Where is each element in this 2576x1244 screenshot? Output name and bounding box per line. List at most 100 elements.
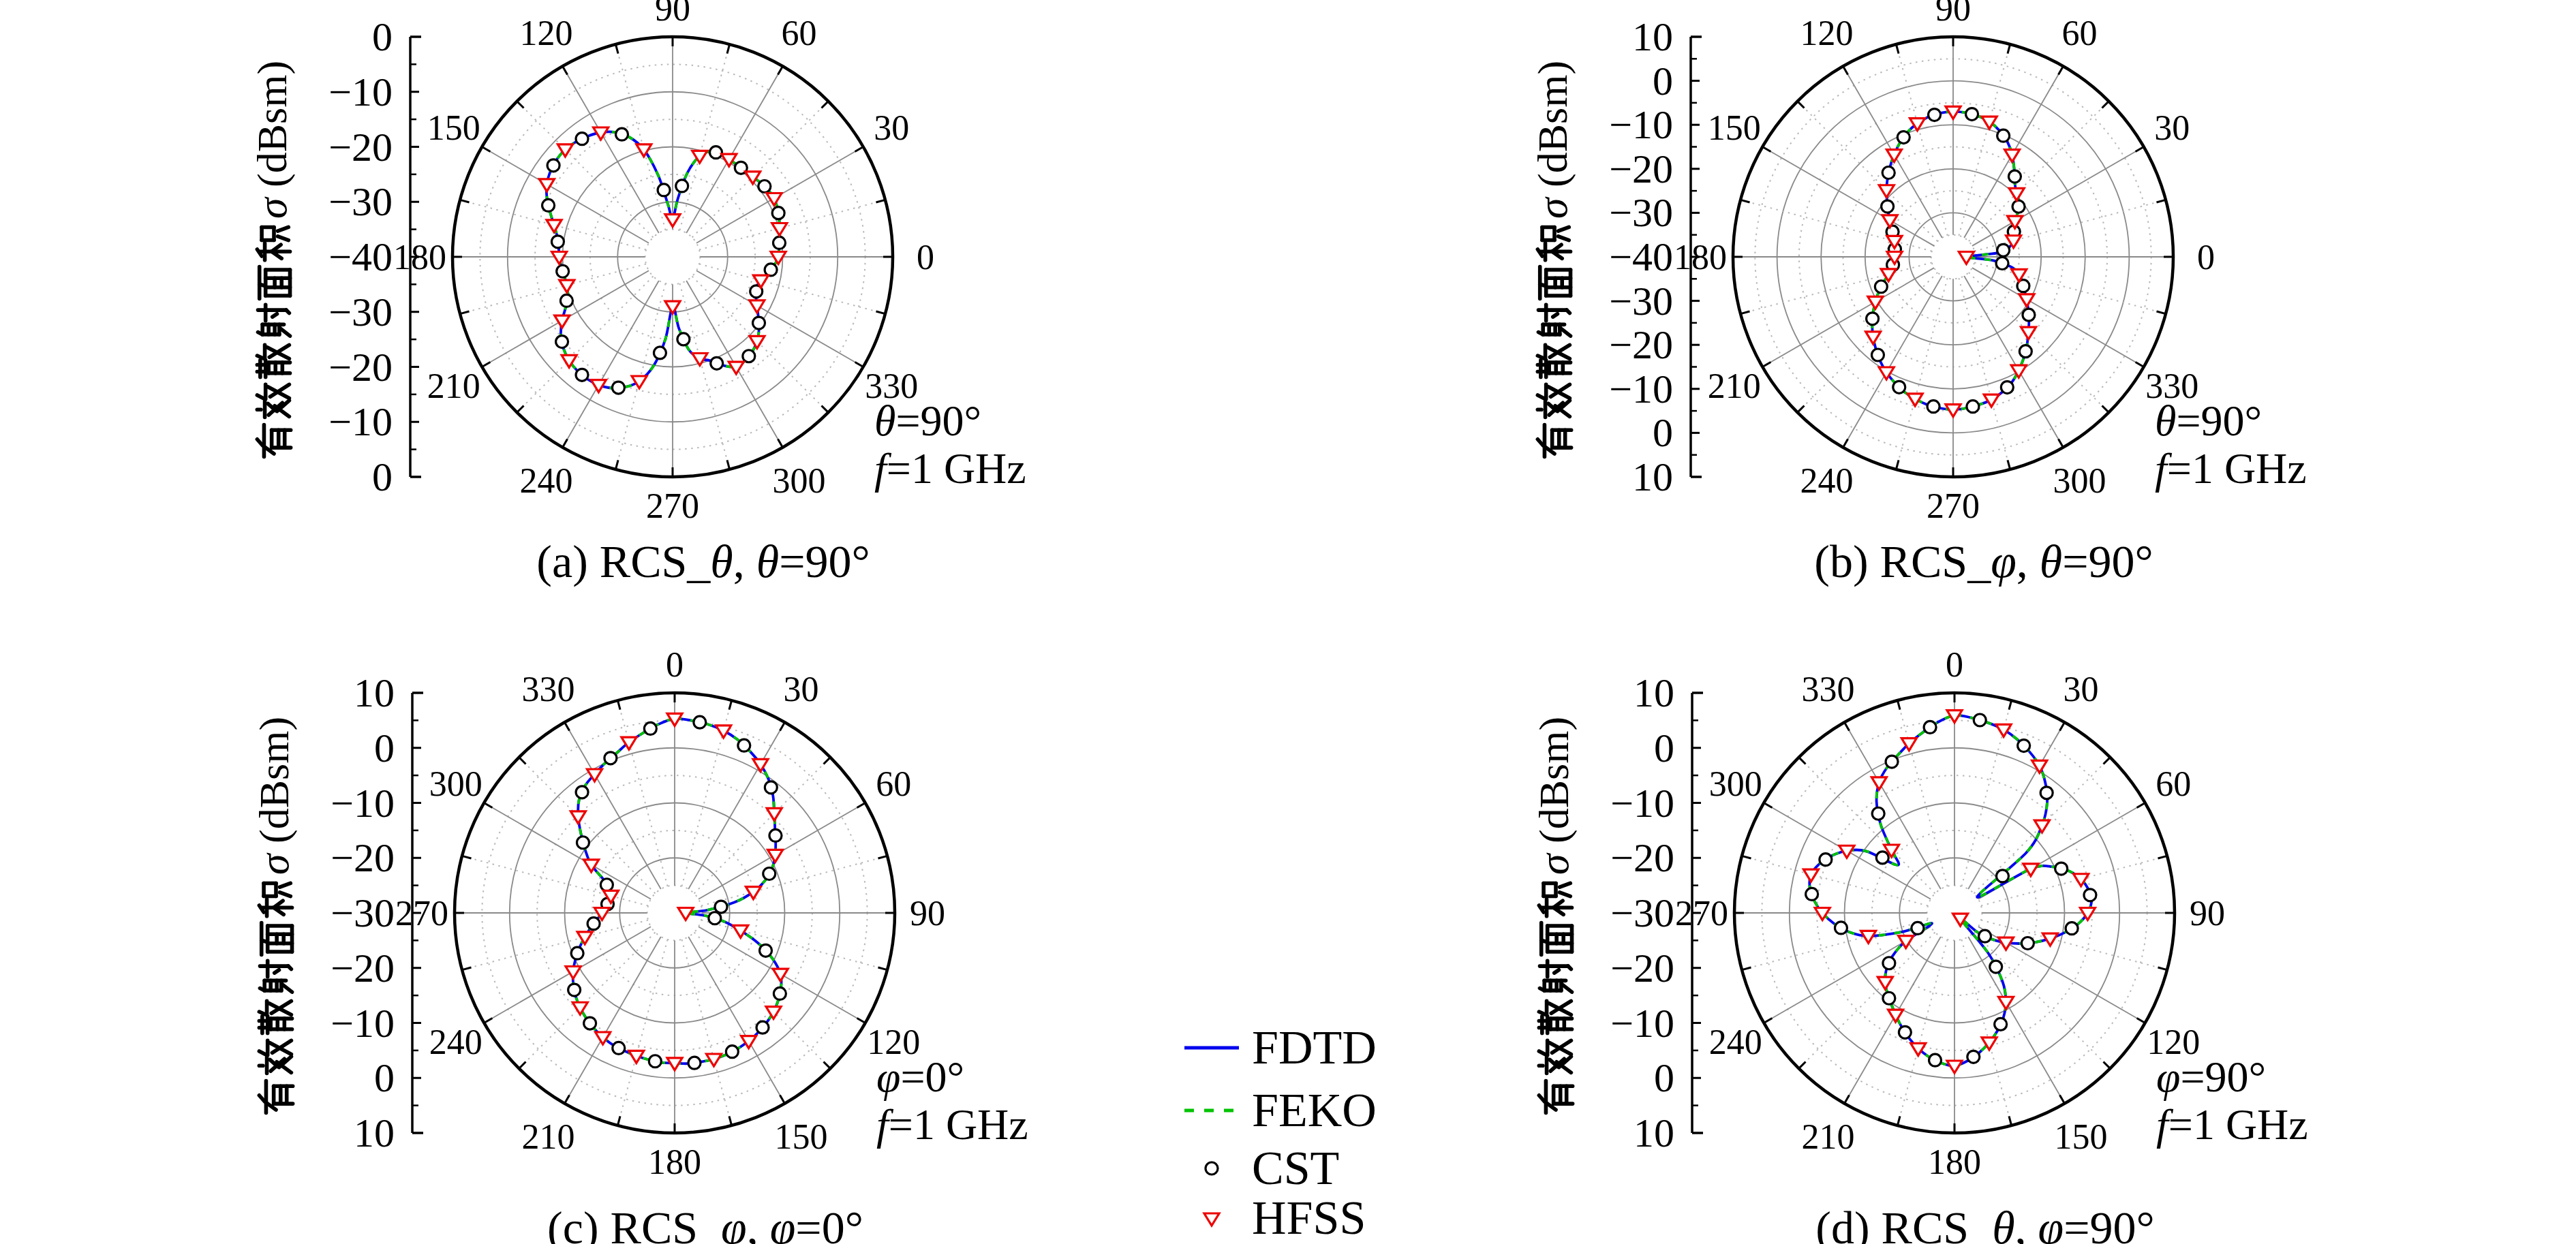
angle-tick-label: 180 xyxy=(1674,238,1727,277)
angle-tick xyxy=(1843,66,1848,74)
minor-spoke xyxy=(519,933,656,1069)
cst-marker xyxy=(753,317,765,329)
radial-labels: 0−10−20−30−40−30−20−100 xyxy=(328,14,393,499)
cst-marker xyxy=(1996,870,2008,882)
cst-marker xyxy=(2055,862,2068,875)
radial-tick-label: −40 xyxy=(328,234,393,279)
hfss-markers xyxy=(1803,711,2095,1073)
radial-tick-label: −20 xyxy=(331,946,395,991)
cst-marker xyxy=(1924,721,1936,733)
angle-tick xyxy=(778,439,783,448)
angle-tick xyxy=(2136,147,2144,152)
angle-tick xyxy=(855,362,863,367)
radial-tick-label: 10 xyxy=(354,670,395,715)
radial-tick-label: −10 xyxy=(1610,1001,1674,1046)
cst-marker xyxy=(738,739,750,751)
legend-label-fdtd: FDTD xyxy=(1252,1024,1377,1072)
cst-marker xyxy=(577,837,589,849)
minor-spoke xyxy=(1959,278,2010,469)
legend-item-feko: FEKO xyxy=(1179,1087,1377,1134)
angle-tick-label: 300 xyxy=(429,764,482,803)
angle-tick xyxy=(482,147,490,152)
annotation-cut-plane: φ=0° xyxy=(876,1053,964,1101)
radial-tick-label: −30 xyxy=(1610,890,1674,935)
cst-marker xyxy=(1820,854,1832,866)
cst-marker xyxy=(571,947,583,959)
minor-ring xyxy=(645,230,701,285)
minor-spoke xyxy=(517,102,654,238)
radial-labels: 100−10−20−30−20−10010 xyxy=(331,670,395,1155)
cjk-char xyxy=(1537,424,1571,456)
cst-marker xyxy=(1966,108,1978,121)
cst-marker xyxy=(1835,922,1847,934)
angle-tick-label: 180 xyxy=(1928,1142,1981,1181)
cst-marker xyxy=(1893,381,1905,393)
chart-caption: (d) RCS_θ, φ=90° xyxy=(1815,1202,2154,1244)
angle-tick-label: 240 xyxy=(1800,461,1854,500)
hfss-marker xyxy=(555,315,570,328)
y-axis-label: σ (dBsm) xyxy=(1531,717,1578,1113)
hfss-marker xyxy=(1879,185,1894,198)
angle-tick xyxy=(2059,66,2064,74)
angle-tick xyxy=(1896,44,1899,54)
angle-tick-label: 60 xyxy=(782,14,817,52)
hfss-marker xyxy=(632,376,647,388)
angle-tick xyxy=(2103,1061,2110,1068)
cjk-char xyxy=(257,424,290,456)
cst-marker xyxy=(694,716,706,728)
angle-tick xyxy=(727,460,730,469)
hfss-marker xyxy=(1947,1061,1962,1073)
radial-tick-label: −20 xyxy=(331,835,395,880)
cst-marker xyxy=(1883,992,1895,1004)
hfss-marker xyxy=(772,223,787,235)
angle-tick xyxy=(823,1061,830,1068)
chart-caption: (b) RCS_φ, θ=90° xyxy=(1814,535,2153,587)
cst-marker xyxy=(584,1017,596,1029)
hfss-marker xyxy=(1803,869,1818,882)
angle-tick xyxy=(821,405,828,412)
angle-tick xyxy=(462,967,472,970)
angle-tick xyxy=(1741,200,1750,202)
hfss-marker xyxy=(665,215,680,227)
hfss-marker xyxy=(773,969,788,981)
angle-tick-label: 210 xyxy=(1708,367,1761,405)
cst-marker xyxy=(568,984,581,996)
radial-tick-label: 10 xyxy=(1634,670,1674,715)
cst-marker xyxy=(1974,714,1986,726)
cst-marker xyxy=(654,347,666,359)
hfss-marker xyxy=(771,252,786,264)
cst-marker xyxy=(576,786,588,798)
angle-tick-label: 300 xyxy=(2053,461,2106,500)
cst-marker xyxy=(710,146,722,159)
cst-marker xyxy=(658,184,670,196)
hfss-marker xyxy=(1907,394,1922,406)
angle-tick xyxy=(1799,758,1806,764)
cst-marker xyxy=(2040,787,2053,799)
cst-marker xyxy=(2084,889,2096,901)
angle-tick xyxy=(2137,803,2145,808)
hfss-marker xyxy=(2034,820,2049,833)
legend-item-hfss: HFSS xyxy=(1179,1194,1366,1242)
annotation-frequency: f=1 GHz xyxy=(876,1100,1028,1149)
cjk-char xyxy=(259,1001,292,1033)
radial-tick-label: 0 xyxy=(1654,1055,1674,1100)
legend: FDTD FEKO CST HFSS xyxy=(1179,0,1465,1244)
angle-tick xyxy=(1896,460,1899,469)
cst-marker xyxy=(2066,922,2078,935)
angle-tick xyxy=(460,311,470,314)
angle-tick xyxy=(878,967,887,970)
cst-marker xyxy=(726,1046,738,1058)
cst-marker xyxy=(576,133,588,145)
major-spoke xyxy=(484,927,651,1023)
major-spoke xyxy=(686,66,782,233)
angle-tick xyxy=(2008,44,2010,54)
angle-tick xyxy=(484,1018,492,1023)
hfss-marker xyxy=(566,966,581,978)
cst-marker xyxy=(1929,1054,1942,1066)
angle-tick xyxy=(1762,147,1770,152)
angle-tick-label: 240 xyxy=(1709,1023,1762,1061)
radial-tick-label: 10 xyxy=(354,1110,395,1155)
legend-label-cst: CST xyxy=(1252,1145,1339,1192)
hfss-marker xyxy=(750,300,765,313)
hfss-marker xyxy=(1996,724,2011,736)
